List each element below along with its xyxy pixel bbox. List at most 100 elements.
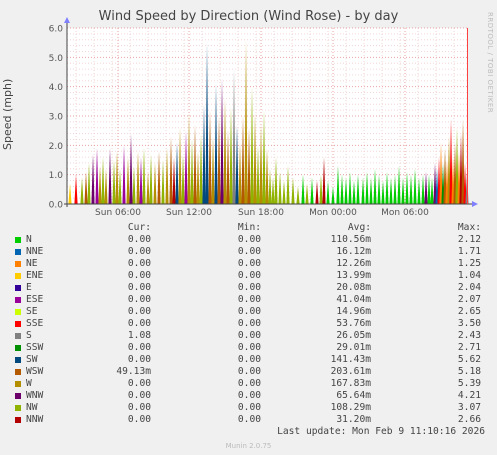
data-spike [226, 130, 230, 204]
data-spike [348, 171, 352, 204]
legend-cur: 0.00 [127, 294, 151, 305]
data-spike [449, 118, 453, 204]
legend-row: ESE 0.00 0.00 41.04m 2.07 [0, 294, 497, 306]
data-spike [190, 139, 194, 204]
data-spike [217, 116, 221, 204]
legend-header: Cur: Min: Avg: Max: [0, 222, 497, 234]
legend-header-avg: Avg: [347, 222, 371, 233]
legend-min: 0.00 [237, 282, 261, 293]
legend-min: 0.00 [237, 354, 261, 365]
data-spike [136, 151, 140, 204]
legend-max: 3.07 [457, 402, 481, 413]
legend-max: 2.65 [457, 306, 481, 317]
data-spike [129, 133, 133, 204]
legend-swatch [15, 237, 21, 243]
legend-avg: 31.20m [336, 414, 371, 425]
legend-max: 5.62 [457, 354, 481, 365]
data-spike [146, 171, 150, 204]
data-spike [344, 177, 348, 204]
data-spike [84, 171, 88, 204]
legend-cur: 0.00 [127, 378, 151, 389]
legend-max: 2.07 [457, 294, 481, 305]
data-spike [417, 177, 421, 204]
x-tick-label: Sun 12:00 [166, 208, 212, 218]
data-spike [421, 174, 425, 204]
data-spike [340, 174, 344, 204]
data-spike [223, 98, 227, 204]
legend-swatch [15, 381, 21, 387]
legend-avg: 141.43m [330, 354, 371, 365]
y-tick-label: 3.0 [49, 113, 64, 123]
legend-cur: 0.00 [127, 234, 151, 245]
data-spike [184, 130, 188, 204]
legend-name: NNE [26, 246, 44, 257]
legend-min: 0.00 [237, 258, 261, 269]
legend-avg: 26.05m [336, 330, 371, 341]
data-spike [104, 168, 108, 204]
legend-name: WSW [26, 366, 44, 377]
legend-row: NE 0.00 0.00 12.26m 1.25 [0, 258, 497, 270]
data-spike [214, 83, 218, 204]
legend-swatch [15, 261, 21, 267]
data-spike [241, 116, 245, 204]
legend-name: SE [26, 306, 38, 317]
data-spike [409, 174, 413, 204]
data-spike [205, 42, 209, 204]
data-spike [165, 148, 169, 204]
data-spike [157, 151, 161, 204]
chart-title: Wind Speed by Direction (Wind Rose) - by… [98, 9, 399, 24]
rrdtool-credit: RRDTOOL / TOBI OETIKER [486, 12, 494, 114]
legend-min: 0.00 [237, 306, 261, 317]
data-spike [169, 136, 173, 204]
data-spike [232, 69, 236, 204]
data-spike [244, 39, 248, 204]
data-spike [430, 177, 434, 204]
data-spike [98, 165, 102, 204]
x-tick-label: Sun 18:00 [238, 208, 284, 218]
data-spike [439, 142, 443, 204]
data-spike [310, 177, 314, 204]
data-spike [87, 162, 91, 204]
legend-min: 0.00 [237, 414, 261, 425]
data-spike [365, 171, 369, 204]
legend-cur: 49.13m [116, 366, 151, 377]
x-tick-label: Sun 06:00 [95, 208, 141, 218]
data-spike [115, 151, 119, 204]
data-spike [149, 154, 153, 204]
legend-cur: 0.00 [127, 270, 151, 281]
legend-avg: 167.83m [330, 378, 371, 389]
legend-swatch [15, 273, 21, 279]
data-spike [253, 113, 257, 204]
legend-name: NW [26, 402, 38, 413]
data-spike [235, 124, 239, 204]
legend-avg: 29.01m [336, 342, 371, 353]
data-spike [268, 168, 272, 204]
legend-name: SSE [26, 318, 44, 329]
y-tick-label: 5.0 [49, 54, 64, 64]
legend-avg: 41.04m [336, 294, 371, 305]
data-spike [80, 177, 84, 204]
data-spike [175, 142, 179, 204]
legend-swatch [15, 297, 21, 303]
legend-name: WNW [26, 390, 44, 401]
legend-row: N 0.00 0.00 110.56m 2.12 [0, 234, 497, 246]
y-tick-label: 6.0 [49, 25, 64, 35]
data-spike [193, 124, 197, 204]
y-tick-label: 0.0 [49, 201, 64, 211]
legend-avg: 12.26m [336, 258, 371, 269]
data-spike [356, 174, 360, 204]
legend-max: 4.21 [457, 390, 481, 401]
data-spike [286, 165, 290, 204]
data-spike [322, 157, 326, 204]
data-spike [196, 151, 200, 204]
legend-cur: 0.00 [127, 354, 151, 365]
legend-min: 0.00 [237, 318, 261, 329]
legend-row: SSE 0.00 0.00 53.76m 3.50 [0, 318, 497, 330]
legend-row: ENE 0.00 0.00 13.99m 1.04 [0, 270, 497, 282]
data-spike [413, 168, 417, 204]
data-spike [262, 110, 266, 204]
data-spike [331, 186, 335, 204]
data-spike [247, 127, 251, 204]
legend-name: ESE [26, 294, 44, 305]
